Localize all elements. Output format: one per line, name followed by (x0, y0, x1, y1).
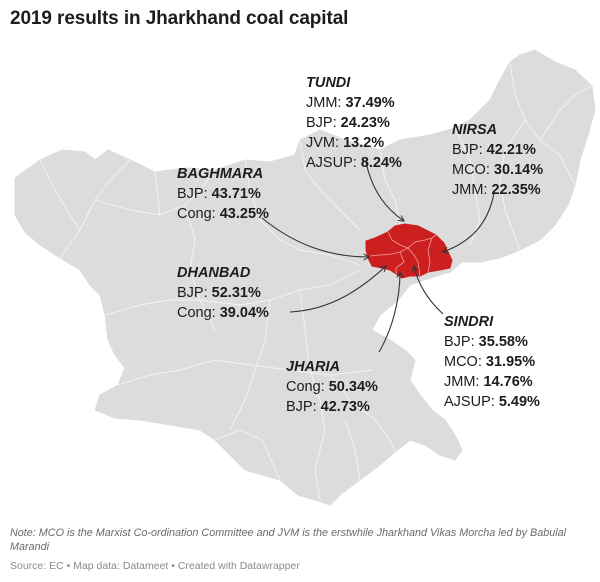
constituency-name: BAGHMARA (177, 166, 264, 182)
constituency-name: SINDRI (444, 314, 494, 330)
leader-arrows (261, 161, 495, 353)
arrow-nirsa (442, 192, 495, 254)
label-sindri: SINDRI BJP: 35.58% MCO: 31.95% JMM: 14.7… (444, 312, 540, 412)
result-row: Cong: 50.34% (286, 379, 378, 395)
arrow-sindri (411, 265, 444, 315)
arrow-jharia (378, 270, 404, 353)
result-row: BJP: 43.71% (177, 186, 261, 202)
result-row: JMM: 14.76% (444, 374, 533, 390)
result-row: AJSUP: 5.49% (444, 394, 540, 410)
label-dhanbad: DHANBAD BJP: 52.31% Cong: 39.04% (177, 263, 269, 323)
source-line: Source: EC • Map data: Datameet • Create… (10, 560, 300, 572)
result-row: AJSUP: 8.24% (306, 155, 402, 171)
label-jharia: JHARIA Cong: 50.34% BJP: 42.73% (286, 357, 378, 417)
result-row: Cong: 43.25% (177, 206, 269, 222)
result-row: BJP: 52.31% (177, 285, 261, 301)
result-row: BJP: 42.21% (452, 142, 536, 158)
result-row: JMM: 22.35% (452, 182, 541, 198)
district-borders (39, 61, 593, 501)
constituency-name: DHANBAD (177, 265, 251, 281)
result-row: JVM: 13.2% (306, 135, 385, 151)
arrow-baghmara (261, 217, 371, 261)
result-row: BJP: 35.58% (444, 334, 528, 350)
result-row: BJP: 24.23% (306, 115, 390, 131)
arrow-dhanbad (289, 265, 387, 313)
result-row: Cong: 39.04% (177, 305, 269, 321)
chart-title: 2019 results in Jharkhand coal capital (10, 8, 349, 29)
footnote: Note: MCO is the Marxist Co-ordination C… (10, 527, 567, 553)
arrow-tundi (365, 161, 405, 222)
constituency-name: JHARIA (286, 359, 340, 375)
constituency-name: NIRSA (452, 122, 498, 138)
constituency-name: TUNDI (306, 75, 351, 91)
result-row: JMM: 37.49% (306, 95, 395, 111)
result-row: MCO: 31.95% (444, 354, 536, 370)
label-tundi: TUNDI JMM: 37.49% BJP: 24.23% JVM: 13.2%… (306, 73, 402, 173)
result-row: MCO: 30.14% (452, 162, 544, 178)
state-outline (14, 49, 596, 506)
label-nirsa: NIRSA BJP: 42.21% MCO: 30.14% JMM: 22.35… (452, 120, 543, 200)
label-baghmara: BAGHMARA BJP: 43.71% Cong: 43.25% (177, 164, 269, 224)
result-row: BJP: 42.73% (286, 399, 370, 415)
